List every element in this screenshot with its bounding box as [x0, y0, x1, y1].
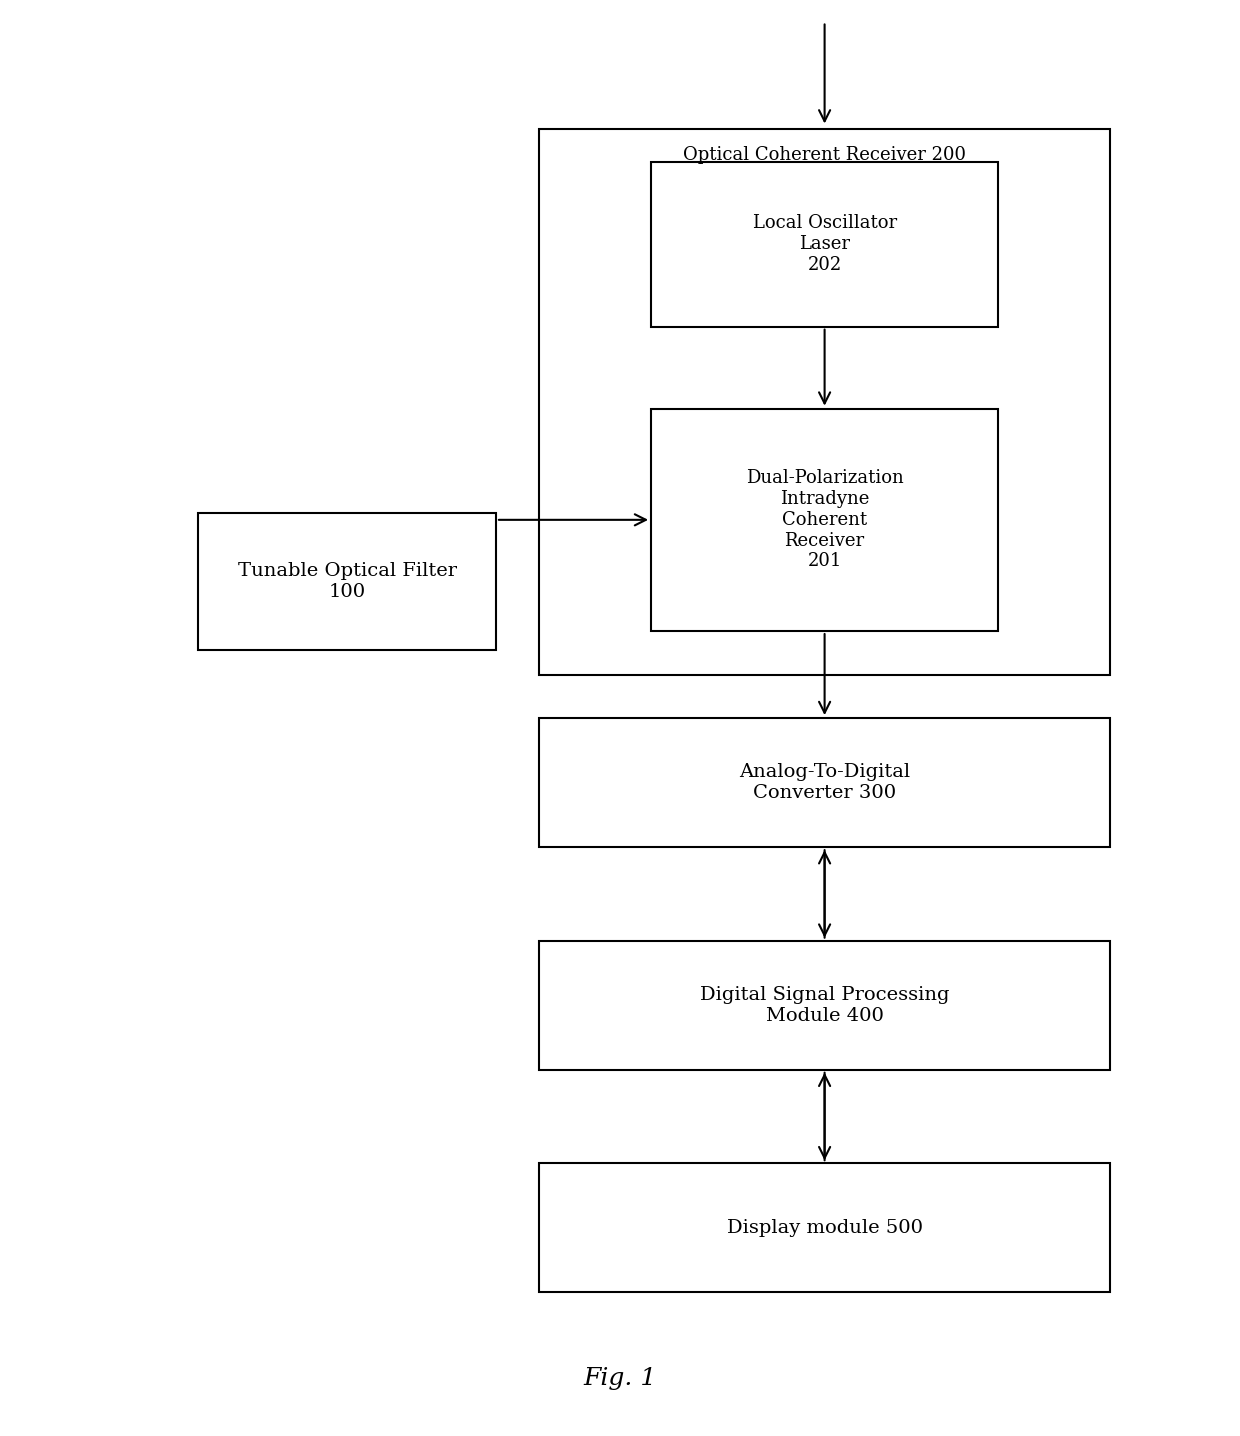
- Bar: [198, 514, 496, 649]
- Text: Local Oscillator
Laser
202: Local Oscillator Laser 202: [753, 214, 897, 274]
- Bar: [539, 129, 1110, 675]
- Text: Analog-To-Digital
Converter 300: Analog-To-Digital Converter 300: [739, 763, 910, 803]
- Text: Display module 500: Display module 500: [727, 1219, 923, 1236]
- Bar: [539, 941, 1110, 1070]
- Bar: [539, 718, 1110, 847]
- Text: Tunable Optical Filter
100: Tunable Optical Filter 100: [238, 561, 456, 602]
- Text: Fig. 1: Fig. 1: [583, 1367, 657, 1390]
- Text: Optical Coherent Receiver 200: Optical Coherent Receiver 200: [683, 146, 966, 165]
- Text: Dual-Polarization
Intradyne
Coherent
Receiver
201: Dual-Polarization Intradyne Coherent Rec…: [745, 470, 904, 570]
- Bar: [651, 162, 998, 327]
- Bar: [539, 1163, 1110, 1292]
- Text: Digital Signal Processing
Module 400: Digital Signal Processing Module 400: [699, 985, 950, 1025]
- Bar: [651, 408, 998, 632]
